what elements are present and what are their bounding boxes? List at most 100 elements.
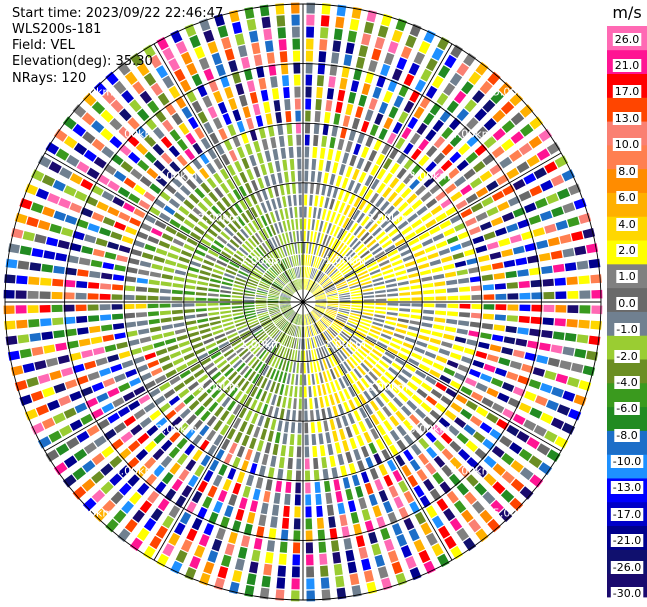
range-gate <box>215 527 226 541</box>
range-gate <box>61 367 74 377</box>
range-gate <box>276 577 286 589</box>
range-gate <box>449 517 463 532</box>
range-gate <box>105 71 119 86</box>
range-gate <box>541 265 553 274</box>
range-gate <box>311 337 315 349</box>
range-gate <box>132 81 145 95</box>
range-gate <box>193 226 205 236</box>
range-gate <box>251 270 262 278</box>
range-gate <box>313 324 319 335</box>
range-gate <box>353 368 363 379</box>
colorbar-tick-bg <box>614 429 640 442</box>
range-gate <box>315 373 320 385</box>
range-gate <box>470 177 483 189</box>
range-gate <box>329 173 336 186</box>
range-gate <box>554 318 566 327</box>
range-gate <box>501 471 515 484</box>
range-gate <box>356 212 366 224</box>
range-gate <box>169 129 181 142</box>
range-gate <box>369 467 379 480</box>
range-ring-label: 5.00km <box>493 85 535 98</box>
range-gate <box>289 385 294 397</box>
range-gate <box>336 336 345 346</box>
range-gate <box>143 44 156 59</box>
range-gate <box>328 356 335 367</box>
range-gate <box>273 315 283 323</box>
range-gate <box>450 191 463 202</box>
range-gate <box>269 309 280 315</box>
range-gate <box>421 212 433 222</box>
range-gate <box>171 303 183 308</box>
range-gate <box>469 321 482 328</box>
range-gate <box>63 304 75 312</box>
range-gate <box>284 258 290 269</box>
range-gate <box>397 318 409 324</box>
range-gate <box>454 222 466 232</box>
range-gate <box>110 99 124 113</box>
range-gate <box>329 224 336 236</box>
range-gate <box>325 357 332 369</box>
range-gate <box>92 346 105 356</box>
range-gate <box>285 310 294 319</box>
range-gate <box>266 270 276 279</box>
range-gate <box>88 315 100 322</box>
range-gate <box>268 528 277 540</box>
range-gate <box>281 75 290 87</box>
range-gate <box>368 223 378 233</box>
range-gate <box>259 4 270 17</box>
range-gate <box>306 362 310 374</box>
range-gate <box>374 345 385 353</box>
range-gate <box>305 530 313 542</box>
range-gate <box>69 419 83 431</box>
range-gate <box>203 121 214 135</box>
range-gate <box>411 303 423 307</box>
range-gate <box>303 230 306 242</box>
range-gate <box>52 317 64 326</box>
range-gate <box>333 353 342 364</box>
range-gate <box>518 448 533 462</box>
range-gate <box>347 412 355 425</box>
range-gate <box>395 270 407 276</box>
range-gate <box>380 527 391 541</box>
range-gate <box>110 363 123 373</box>
range-gate <box>374 478 384 491</box>
range-gate <box>118 126 131 139</box>
range-gate <box>574 348 587 359</box>
range-gate <box>283 505 290 517</box>
range-gate <box>66 437 80 450</box>
range-gate <box>461 356 473 365</box>
range-gate <box>358 420 367 433</box>
range-gate <box>270 224 277 236</box>
range-gate <box>128 400 141 411</box>
range-gate <box>378 259 390 267</box>
range-gate <box>261 278 272 285</box>
range-gate <box>224 86 234 99</box>
range-gate <box>389 429 400 442</box>
colorbar-tick-label: -30.0 <box>613 587 641 600</box>
range-gate <box>357 270 368 277</box>
range-gate <box>255 115 264 127</box>
range-gate <box>325 312 336 318</box>
range-gate <box>288 256 294 268</box>
range-gate <box>167 252 179 260</box>
colorbar-tick-bg <box>616 165 638 178</box>
range-gate <box>244 6 255 20</box>
range-gate <box>404 260 417 268</box>
range-gate <box>112 196 125 207</box>
range-gate <box>111 294 123 300</box>
range-gate <box>273 344 281 355</box>
range-gate <box>118 382 131 393</box>
range-gate <box>416 388 428 399</box>
range-gate <box>223 246 234 256</box>
range-gate <box>375 298 387 302</box>
range-gate <box>398 313 410 318</box>
range-gate <box>329 455 336 467</box>
range-gate <box>203 469 214 483</box>
range-gate <box>116 254 128 263</box>
range-gate <box>275 3 285 15</box>
range-gate <box>227 192 237 204</box>
range-gate <box>169 218 181 229</box>
range-gate <box>378 128 388 141</box>
range-gate <box>465 440 478 453</box>
